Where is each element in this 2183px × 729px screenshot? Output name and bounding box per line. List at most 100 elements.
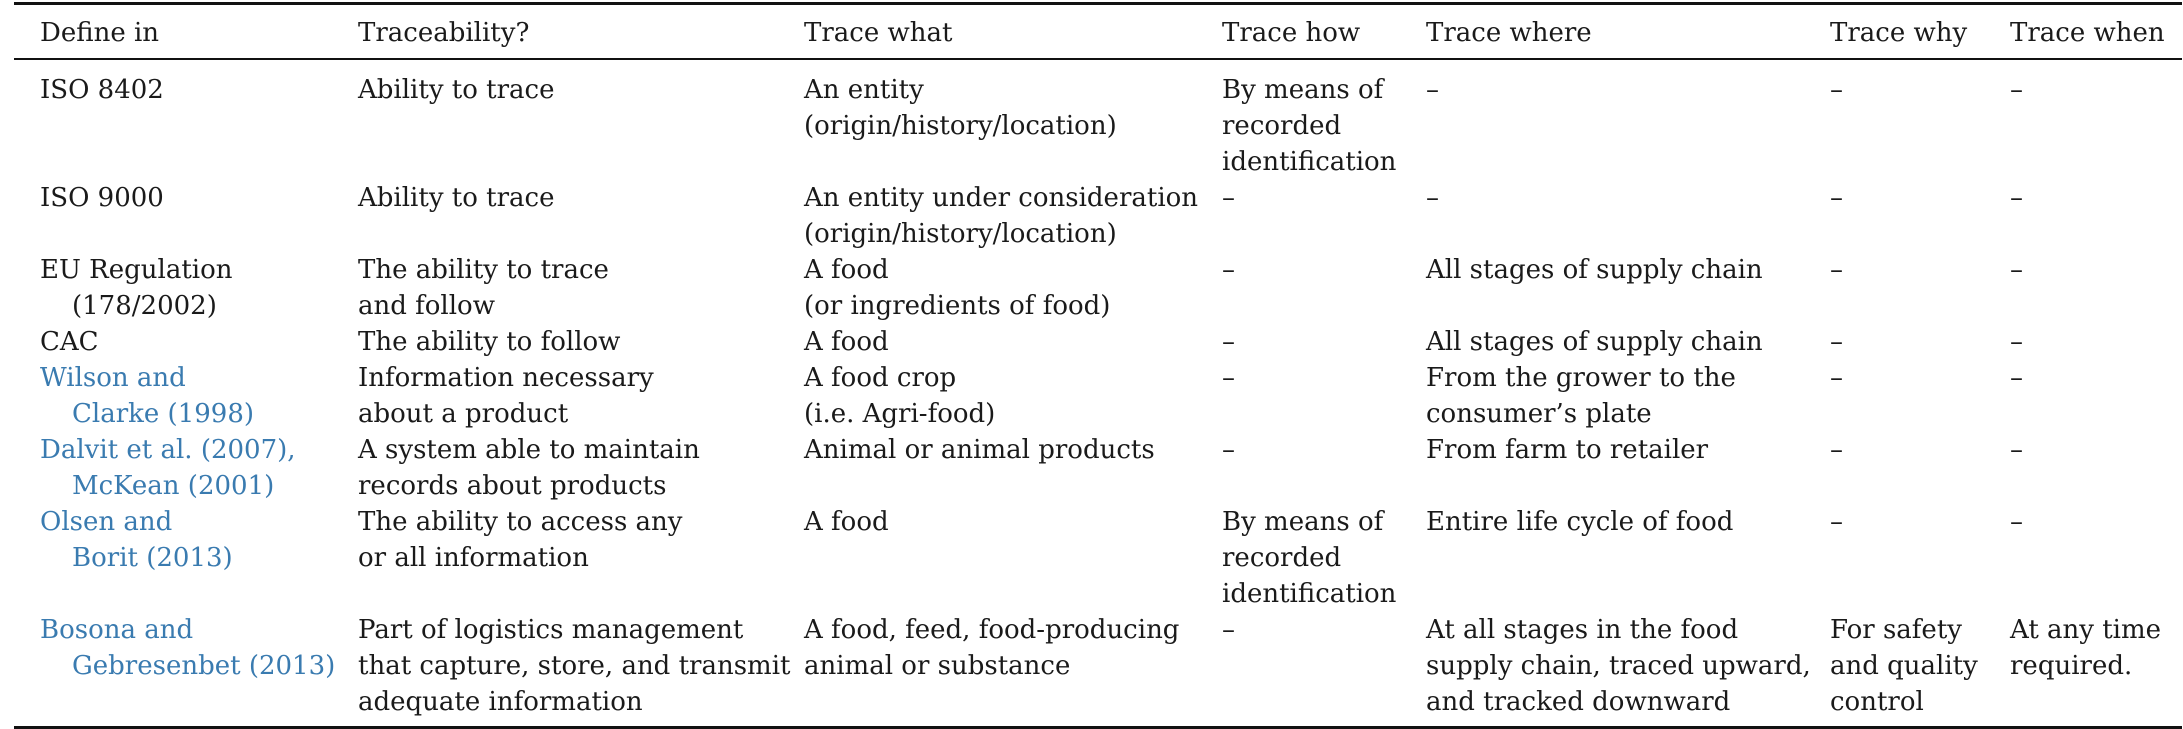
cell-text-line: Ability to trace (358, 75, 555, 105)
reference-link-line[interactable]: Dalvit et al. (2007), (40, 435, 296, 465)
reference-link-line[interactable]: Borit (2013) (72, 543, 233, 573)
cell-text-line: consumer’s plate (1426, 399, 1652, 429)
cell-trace-where: From the grower to the consumer’s plate (1400, 360, 1804, 432)
cell-text-line: Information necessary (358, 363, 654, 393)
table-row: Wilson and Clarke (1998) Information neces… (14, 360, 2182, 432)
cell-trace-where: At all stages in the food supply chain, t… (1400, 612, 1811, 729)
cell-text-line: A food, feed, food-producing (804, 615, 1180, 645)
cell-trace-why: – (1804, 180, 1984, 252)
cell-trace-what: A food (778, 324, 1196, 360)
table-row: CAC The ability to follow A food – All stage… (14, 324, 2182, 360)
cell-text-line: animal or substance (804, 651, 1071, 681)
cell-define-in[interactable]: Wilson and Clarke (1998) (14, 360, 332, 432)
table-row: Olsen and Borit (2013) The ability to acce… (14, 504, 2182, 612)
cell-text-line: The ability to access any (358, 507, 683, 537)
reference-link-line[interactable]: Gebresenbet (2013) (72, 651, 336, 681)
cell-trace-when: – (1984, 504, 2182, 612)
cell-text-line: – (2010, 255, 2023, 285)
cell-trace-where: Entire life cycle of food (1400, 504, 1804, 612)
cell-trace-what: A food crop (i.e. Agri-food) (778, 360, 1196, 432)
cell-text-line: – (2010, 363, 2023, 393)
cell-text-line: At all stages in the food (1426, 615, 1739, 645)
header-row: Define in Traceability? Trace what Trace… (14, 2, 2182, 60)
cell-text-line: – (1830, 507, 1843, 537)
reference-link-line[interactable]: Olsen and (40, 507, 173, 537)
cell-traceability: Ability to trace (332, 180, 778, 252)
cell-trace-where: – (1400, 180, 1804, 252)
traceability-definitions-table: Define in Traceability? Trace what Trace… (14, 2, 2182, 729)
cell-text-line: and quality (1830, 651, 1978, 681)
reference-link-line[interactable]: Wilson and (40, 363, 186, 393)
cell-text-line: – (1222, 327, 1235, 357)
cell-text-line: From the grower to the (1426, 363, 1736, 393)
cell-text-line: or all information (358, 543, 589, 573)
header-trace-why: Trace why (1804, 2, 1984, 60)
cell-text-line: CAC (40, 327, 99, 357)
cell-trace-where: All stages of supply chain (1400, 252, 1804, 324)
reference-link-line[interactable]: Bosona and (40, 615, 194, 645)
cell-text-line: – (2010, 183, 2023, 213)
cell-text-line: For safety (1830, 615, 1962, 645)
cell-trace-why: – (1804, 59, 1984, 180)
reference-link-line[interactable]: Clarke (1998) (72, 399, 254, 429)
cell-text-line: A food crop (804, 363, 957, 393)
cell-text-line: – (1830, 75, 1843, 105)
cell-traceability: The ability to access any or all informat… (332, 504, 778, 612)
cell-define-in[interactable]: Olsen and Borit (2013) (14, 504, 332, 612)
cell-trace-when: – (1984, 324, 2182, 360)
cell-trace-when: – (1984, 432, 2182, 504)
cell-text-line: The ability to follow (358, 327, 621, 357)
cell-text-line: All stages of supply chain (1426, 327, 1763, 357)
cell-text-line: and follow (358, 291, 495, 321)
cell-trace-what: Animal or animal products (778, 432, 1196, 504)
reference-link-line[interactable]: McKean (2001) (72, 471, 275, 501)
cell-text-line: By means of (1222, 507, 1384, 537)
table-row: Bosona and Gebresenbet (2013) Part of logi… (14, 612, 2182, 729)
cell-text-line: adequate information (358, 687, 643, 717)
cell-text-line: (i.e. Agri-food) (804, 399, 996, 429)
cell-text-line: – (1426, 75, 1439, 105)
cell-text-line: recorded (1222, 543, 1342, 573)
cell-define-in[interactable]: Bosona and Gebresenbet (2013) (14, 612, 336, 729)
cell-trace-what: An entity under consideration (origin/his… (778, 180, 1198, 252)
cell-text-line: – (1222, 435, 1235, 465)
cell-traceability: Information necessary about a product (332, 360, 778, 432)
cell-text-line: (or ingredients of food) (804, 291, 1111, 321)
cell-text-line: ISO 9000 (40, 183, 164, 213)
cell-text-line: Entire life cycle of food (1426, 507, 1734, 537)
cell-text-line: A system able to maintain (358, 435, 700, 465)
cell-traceability: The ability to follow (332, 324, 778, 360)
cell-trace-why: – (1804, 432, 1984, 504)
cell-text-line: required. (2010, 651, 2133, 681)
cell-text-line: – (1426, 183, 1439, 213)
cell-text-line: (origin/history/location) (804, 219, 1117, 249)
cell-text-line: – (1222, 363, 1235, 393)
cell-trace-when: – (1984, 252, 2182, 324)
cell-trace-how: – (1196, 252, 1400, 324)
table-row: ISO 9000 Ability to trace An entity under … (14, 180, 2182, 252)
cell-text-line: – (1222, 615, 1235, 645)
cell-text-line: about a product (358, 399, 569, 429)
cell-text-line: – (2010, 435, 2023, 465)
cell-text-line: (origin/history/location) (804, 111, 1117, 141)
cell-text-line: EU Regulation (40, 255, 233, 285)
cell-text-line: recorded (1222, 111, 1342, 141)
cell-trace-why: For safety and quality control (1804, 612, 1984, 729)
cell-text-line: – (1830, 183, 1843, 213)
header-define-in: Define in (14, 2, 332, 60)
cell-trace-why: – (1804, 252, 1984, 324)
cell-trace-why: – (1804, 504, 1984, 612)
cell-text-line: A food (804, 255, 889, 285)
cell-text-line: – (1830, 255, 1843, 285)
cell-trace-where: From farm to retailer (1400, 432, 1804, 504)
cell-text-line: Part of logistics management (358, 615, 744, 645)
cell-text-line: identification (1222, 579, 1397, 609)
cell-text-line: – (1830, 435, 1843, 465)
cell-text-line: that capture, store, and transmit (358, 651, 791, 681)
cell-define-in: CAC (14, 324, 332, 360)
cell-text-line: – (1222, 255, 1235, 285)
cell-trace-why: – (1804, 324, 1984, 360)
cell-define-in[interactable]: Dalvit et al. (2007), McKean (2001) (14, 432, 332, 504)
cell-trace-when: – (1984, 59, 2182, 180)
